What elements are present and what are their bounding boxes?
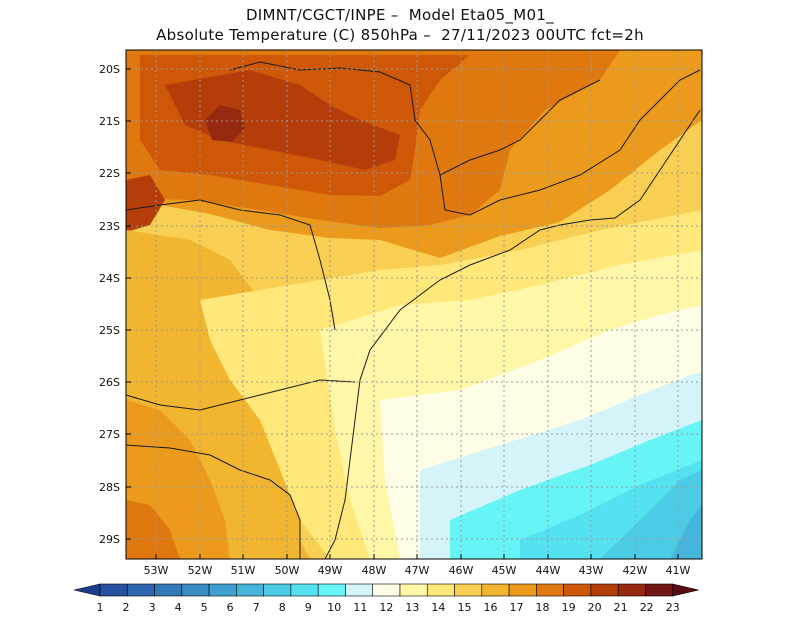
lon-label-44w: 44W	[536, 564, 561, 577]
colorbar-tick-label: 11	[353, 601, 367, 614]
longitude-axis: 53W 52W 51W 50W 49W 48W 47W 46W 45W 44W …	[144, 564, 691, 577]
field-20-21-west	[126, 175, 165, 232]
lon-label-53w: 53W	[144, 564, 169, 577]
colorbar-segment	[454, 583, 483, 597]
lat-label-29s: 29S	[99, 533, 120, 546]
colorbar-arrow-right	[672, 583, 699, 597]
colorbar-segment	[154, 583, 183, 597]
field-7-8	[600, 470, 702, 559]
field-20-21	[165, 70, 400, 170]
lon-label-41w: 41W	[666, 564, 691, 577]
colorbar-tick-label: 18	[536, 601, 550, 614]
colorbar-segment	[345, 583, 374, 597]
colorbar-segment	[372, 583, 401, 597]
lat-label-27s: 27S	[99, 428, 120, 441]
map-title-line-1: DIMNT/CGCT/INPE – Model Eta05_M01_	[245, 6, 555, 24]
colorbar-tick-label: 22	[640, 601, 654, 614]
field-21-22	[205, 105, 245, 142]
colorbar-tick-label: 8	[279, 601, 286, 614]
colorbar-tick-label: 6	[227, 601, 234, 614]
lat-label-26s: 26S	[99, 376, 120, 389]
colorbar-tick-label: 5	[201, 601, 208, 614]
lat-label-28s: 28S	[99, 481, 120, 494]
lon-label-50w: 50W	[275, 564, 300, 577]
colorbar-segment	[426, 583, 455, 597]
map-frame	[125, 49, 703, 560]
colorbar-tick-label: 15	[457, 601, 471, 614]
colorbar-tick-label: 19	[562, 601, 576, 614]
colorbar-tick-label: 20	[588, 601, 602, 614]
lat-label-25s: 25S	[99, 324, 120, 337]
colorbar-segment	[563, 583, 592, 597]
colorbar-segment	[590, 583, 619, 597]
lon-label-42w: 42W	[623, 564, 648, 577]
colorbar-tick-label: 17	[510, 601, 524, 614]
map-title-line-2: Absolute Temperature (C) 850hPa – 27/11/…	[156, 26, 644, 44]
colorbar-segment	[290, 583, 319, 597]
colorbar-tick-label: 12	[379, 601, 393, 614]
lon-label-45w: 45W	[492, 564, 517, 577]
colorbar-segment	[317, 583, 346, 597]
colorbar-tick-label: 23	[666, 601, 680, 614]
longitude-ticks	[155, 554, 679, 559]
colorbar-segment	[263, 583, 292, 597]
colorbar-tick-label: 21	[614, 601, 628, 614]
lon-label-52w: 52W	[188, 564, 213, 577]
lat-label-20s: 20S	[99, 63, 120, 76]
colorbar-segment	[617, 583, 646, 597]
colorbar-segment	[508, 583, 537, 597]
graticule	[126, 50, 702, 559]
colorbar-tick-label: 7	[253, 601, 260, 614]
lon-label-47w: 47W	[405, 564, 430, 577]
lat-label-23s: 23S	[99, 220, 120, 233]
colorbar-segment	[236, 583, 264, 597]
colorbar-segment	[481, 583, 510, 597]
colorbar-segment	[99, 583, 128, 597]
lat-label-22s: 22S	[99, 167, 120, 180]
colorbar-segment	[645, 583, 674, 597]
colorbar-tick-label: 13	[405, 601, 419, 614]
coastline-and-borders	[126, 61, 701, 559]
colorbar-segment	[208, 583, 237, 597]
lon-label-51w: 51W	[231, 564, 256, 577]
lat-label-24s: 24S	[99, 272, 120, 285]
colorbar-tick-label: 4	[175, 601, 182, 614]
lon-label-48w: 48W	[362, 564, 387, 577]
lat-label-21s: 21S	[99, 115, 120, 128]
colorbar	[73, 583, 699, 597]
colorbar-segment	[399, 583, 428, 597]
colorbar-tick-label: 2	[123, 601, 130, 614]
map-panel	[126, 50, 702, 559]
colorbar-tick-label: 1	[97, 601, 104, 614]
colorbar-arrow-left	[73, 583, 101, 597]
colorbar-segment	[126, 583, 155, 597]
colorbar-segment	[181, 583, 210, 597]
colorbar-tick-label: 16	[483, 601, 497, 614]
colorbar-tick-label: 3	[149, 601, 156, 614]
lon-label-46w: 46W	[449, 564, 474, 577]
latitude-ticks	[126, 68, 131, 540]
colorbar-segment	[536, 583, 564, 597]
colorbar-tick-label: 9	[305, 601, 312, 614]
colorbar-labels: 1 2 3 4 5 6 7 8 9 10 11 12 13 14 15 16 17 18 19 20 21 22 23	[97, 601, 680, 614]
field-18-19-southwest	[126, 500, 180, 559]
colorbar-tick-label: 10	[327, 601, 341, 614]
latitude-axis: 20S 21S 22S 23S 24S 25S 26S 27S 28S 29S	[99, 63, 120, 546]
lon-label-49w: 49W	[318, 564, 343, 577]
lon-label-43w: 43W	[579, 564, 604, 577]
colorbar-tick-label: 14	[431, 601, 445, 614]
